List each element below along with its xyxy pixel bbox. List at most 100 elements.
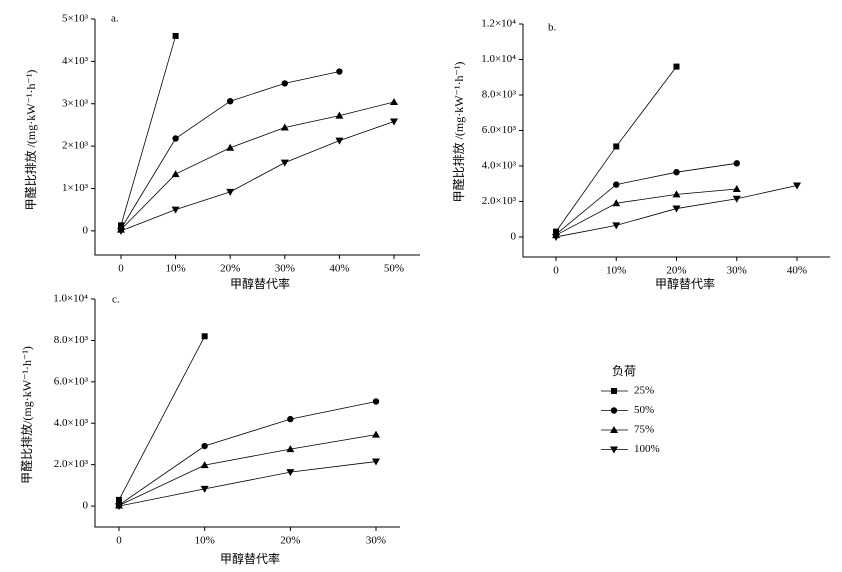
marker-triangle-up [280, 123, 289, 131]
marker-square [201, 333, 208, 340]
x-tick-label: 10% [606, 265, 626, 277]
marker-square [116, 496, 122, 503]
marker-triangle-down [610, 446, 618, 454]
x-tick-label: 40% [329, 263, 349, 275]
y-tick-label: 4.0×10³ [54, 417, 89, 429]
y-tick-label: 6.0×10³ [54, 375, 89, 387]
series-line [118, 434, 377, 506]
x-tick-label: 50% [384, 263, 404, 275]
marker-square [673, 63, 680, 70]
marker-triangle-down [552, 233, 560, 241]
y-tick-label: 5×10³ [62, 13, 89, 25]
panel-label: b. [548, 22, 557, 34]
marker-circle [281, 80, 288, 87]
marker-triangle-down [793, 182, 801, 190]
marker-triangle-down [200, 485, 209, 493]
marker-triangle-up [672, 190, 681, 198]
marker-triangle-up [372, 430, 380, 438]
y-axis-label: 甲醛比排放/(mg·kW⁻¹·h⁻¹) [19, 346, 34, 484]
marker-triangle-up [200, 461, 209, 469]
series-line [555, 162, 737, 235]
x-tick-label: 20% [280, 535, 300, 547]
marker-circle [336, 68, 343, 75]
y-tick-label: 1.0×10⁴ [53, 293, 88, 305]
axes [94, 299, 400, 528]
marker-circle [287, 415, 294, 423]
x-tick-label: 0 [116, 535, 122, 547]
marker-triangle-down [280, 159, 289, 167]
marker-triangle-down [286, 469, 295, 477]
series-line [118, 401, 377, 506]
y-tick-label: 1×10³ [62, 182, 89, 194]
y-axis-label: 甲醛比排放 /(mg·kW⁻¹·h⁻¹) [451, 62, 466, 203]
marker-triangle-up [390, 98, 398, 106]
marker-triangle-up [732, 185, 741, 193]
y-tick-label: 0 [83, 500, 89, 512]
marker-triangle-down [732, 195, 741, 203]
series-line [118, 461, 377, 507]
y-tick-label: 2.0×10³ [54, 458, 89, 470]
y-tick-label: 6.0×10³ [482, 124, 517, 136]
x-tick-label: 30% [275, 263, 295, 275]
x-tick-label: 20% [666, 265, 686, 277]
series-line [120, 101, 395, 230]
y-tick-label: 4.0×10³ [482, 159, 517, 171]
marker-triangle-up [335, 111, 344, 119]
marker-circle [733, 160, 740, 167]
x-tick-label: 10% [166, 263, 186, 275]
legend-label: 25% [634, 385, 654, 397]
y-tick-label: 0 [511, 230, 517, 242]
x-tick-label: 20% [220, 263, 240, 275]
y-tick-label: 0 [83, 224, 89, 236]
panel-label: c. [112, 294, 120, 306]
y-tick-label: 1.0×10⁴ [481, 53, 516, 65]
y-tick-label: 2×10³ [62, 140, 89, 152]
marker-triangle-down [612, 222, 621, 230]
x-axis-label: 甲醇替代率 [230, 276, 290, 291]
marker-triangle-down [672, 205, 681, 213]
x-tick-label: 30% [727, 265, 747, 277]
legend-title: 负荷 [612, 364, 636, 378]
marker-triangle-down [390, 118, 398, 126]
x-tick-label: 10% [195, 535, 215, 547]
marker-square [172, 32, 179, 39]
legend-label: 50% [634, 404, 654, 416]
y-axis-label: 甲醛比排放 /(mg·kW⁻¹·h⁻¹) [23, 70, 38, 211]
series-line [118, 336, 206, 501]
y-tick-label: 4×10³ [62, 55, 89, 67]
series-line [555, 188, 737, 236]
x-tick-label: 30% [366, 535, 386, 547]
x-tick-label: 0 [553, 265, 559, 277]
y-tick-label: 1.2×10⁴ [481, 18, 516, 30]
marker-triangle-up [612, 199, 621, 207]
axes [522, 24, 830, 258]
series-line [120, 35, 176, 226]
y-tick-label: 8.0×10³ [482, 89, 517, 101]
panel-label: a. [111, 13, 119, 25]
legend-label: 75% [634, 424, 654, 436]
x-tick-label: 0 [118, 263, 124, 275]
marker-triangle-up [286, 445, 295, 453]
marker-triangle-up [610, 426, 618, 433]
x-tick-label: 40% [787, 265, 807, 277]
marker-triangle-up [171, 170, 180, 178]
y-tick-label: 2.0×10³ [482, 195, 517, 207]
marker-circle [610, 407, 618, 414]
marker-triangle-down [117, 227, 125, 235]
x-axis-label: 甲醇替代率 [655, 276, 715, 291]
marker-triangle-down [335, 137, 344, 145]
axes [94, 19, 420, 256]
x-axis-label: 甲醇替代率 [220, 551, 280, 566]
legend-label: 100% [634, 443, 660, 455]
marker-circle [172, 135, 179, 142]
marker-circle [372, 398, 380, 405]
marker-circle [201, 442, 208, 450]
marker-triangle-up [226, 143, 235, 151]
marker-square [613, 143, 620, 150]
y-tick-label: 3×10³ [62, 97, 89, 109]
marker-triangle-down [171, 206, 180, 214]
marker-circle [227, 97, 234, 105]
marker-square [611, 388, 617, 394]
series-line [120, 121, 395, 232]
